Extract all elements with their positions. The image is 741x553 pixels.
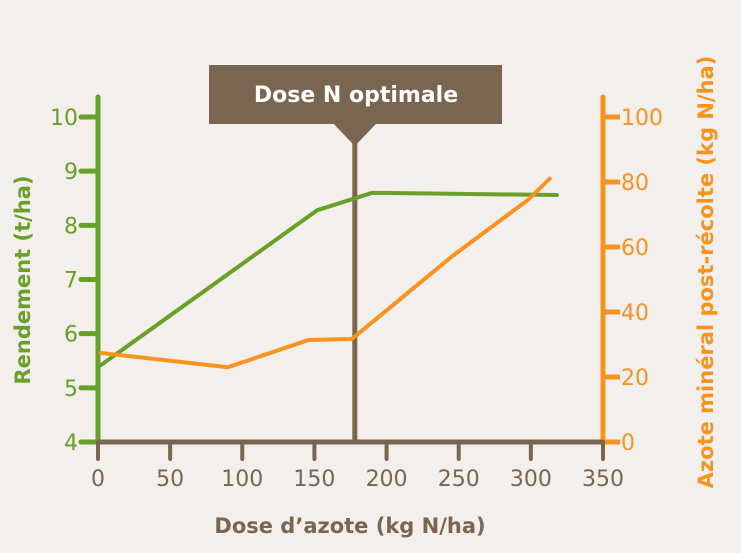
y2-tick-label: 40 <box>621 301 649 326</box>
y-tick-label: 10 <box>50 106 78 131</box>
x-tick-label: 0 <box>91 467 105 492</box>
optimal-dose-annotation: Dose N optimale <box>209 65 502 442</box>
y-tick-label: 6 <box>64 323 78 348</box>
yield-line <box>98 190 559 368</box>
optimal-dose-label-box <box>209 65 502 124</box>
y2-tick-label: 60 <box>621 236 649 261</box>
y2-tick-label: 100 <box>621 106 663 131</box>
x-tick-label: 300 <box>510 467 552 492</box>
y-tick-label: 5 <box>64 377 78 402</box>
x-tick-label: 350 <box>582 467 624 492</box>
y2-tick-label: 20 <box>621 366 649 391</box>
x-tick-label: 100 <box>221 467 263 492</box>
x-tick-label: 50 <box>156 467 184 492</box>
optimal-dose-pointer <box>332 123 377 146</box>
y2-axis-label: Azote minéral post-récolte (kg N/ha) <box>694 56 718 489</box>
y-tick-label: 7 <box>64 269 78 294</box>
y-axis-label: Rendement (t/ha) <box>11 175 35 384</box>
y-tick-label: 9 <box>64 160 78 185</box>
x-tick-label: 200 <box>366 467 408 492</box>
y2-tick-label: 0 <box>621 431 635 456</box>
y2-tick-label: 80 <box>621 171 649 196</box>
x-axis-label: Dose d’azote (kg N/ha) <box>214 514 485 538</box>
optimal-dose-label: Dose N optimale <box>254 83 458 108</box>
y-tick-label: 8 <box>64 214 78 239</box>
x-tick-label: 150 <box>293 467 335 492</box>
y-tick-label: 4 <box>64 431 78 456</box>
x-tick-label: 250 <box>438 467 480 492</box>
